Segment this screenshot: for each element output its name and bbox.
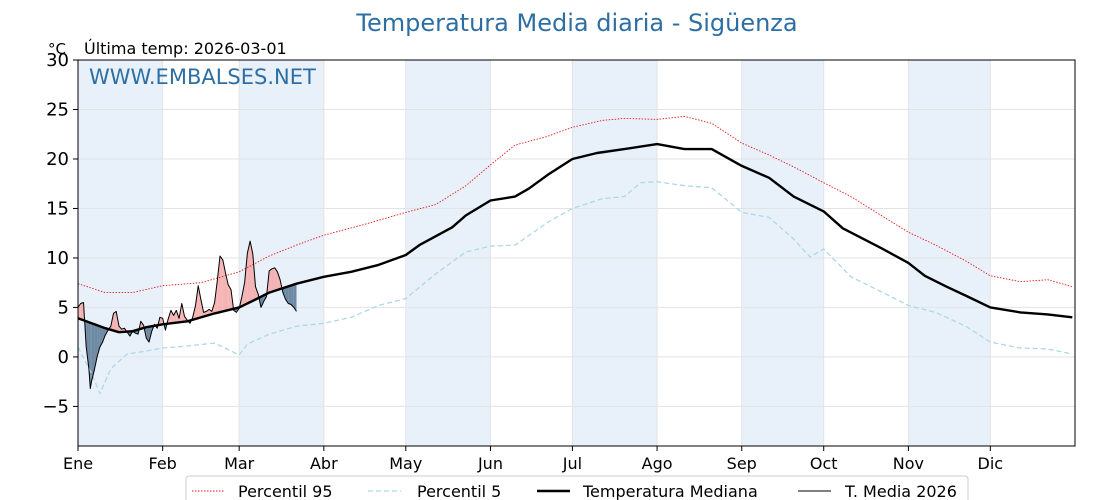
y-tick-label: 20 [46,149,69,170]
y-axis: −5 0 5 10 15 20 25 30 [42,50,78,417]
month-band [239,60,324,446]
fill-above-median [222,259,226,312]
series-line-2026 [77,240,297,390]
fill-above-median [118,326,122,333]
fill-above-median [269,268,272,293]
x-tick-label: Sep [727,454,757,473]
grid-lines [77,59,1075,446]
series-line-median [77,142,1073,334]
fill-above-median [277,271,281,290]
y-tick-label: −5 [42,396,69,417]
fill-below-median [90,322,92,389]
legend-label: T. Media 2026 [844,482,957,500]
x-tick-label: Oct [810,454,838,473]
series-line-p95 [77,115,1073,294]
month-band [908,60,991,446]
plot-background [78,60,991,446]
y-tick-label: 5 [58,297,69,318]
x-tick-label: Ene [63,454,93,473]
fill-below-median [285,286,289,304]
fill-above-median [78,303,81,320]
last-temp-label: Última temp: 2026-03-01 [84,39,287,58]
y-tick-label: 15 [46,198,69,219]
fill-below-median [99,326,103,348]
fill-above-median [250,241,253,303]
y-tick-label: 30 [46,50,69,71]
fill-above-median [198,285,201,319]
series-line-p5 [77,181,1073,395]
fill-below-median [261,295,264,308]
x-tick-label: Jun [477,454,503,473]
month-band [741,60,824,446]
y-tick-label: 0 [58,347,69,368]
month-band [572,60,658,446]
x-tick-label: Mar [224,454,255,473]
fill-above-median [159,317,163,325]
x-tick-label: Ago [642,454,673,473]
watermark: WWW.EMBALSES.NET [89,65,316,89]
legend-label: Temperatura Mediana [582,482,758,500]
fill-above-median [113,311,117,332]
series-lines [77,115,1073,395]
fill-above-median [271,267,275,292]
x-tick-label: Nov [893,454,924,473]
fill-above-median [228,284,231,311]
fill-above-median [217,255,221,313]
month-band [405,60,491,446]
fill-above-median [173,310,177,323]
x-tick-label: Dic [978,454,1004,473]
x-tick-label: Jul [562,454,582,473]
y-tick-label: 10 [46,248,69,269]
x-tick-label: Feb [149,454,177,473]
x-tick-label: May [389,454,422,473]
y-tick-label: 25 [46,99,69,120]
unit-label: °C [48,40,66,58]
x-tick-label: Abr [310,454,338,473]
legend-label: Percentil 95 [238,482,333,500]
fill-above-median [170,310,174,324]
fill-below-median [91,323,95,381]
fill-below-median [291,284,294,308]
fill-above-median [80,302,84,321]
fill-below-median [293,283,297,312]
fill-below-median [86,321,89,369]
fill-below-median [288,285,292,305]
fill-above-median [247,241,251,304]
month-band [78,60,163,446]
plot-frame [77,59,1076,447]
fill-above-median [220,255,223,313]
fill-below-median [102,327,106,343]
fill-above-median [274,267,278,291]
x-axis: Ene Feb Mar Abr May Jun Jul Ago Sep Oct Nov Dic [63,446,1003,473]
legend-box [185,475,969,500]
legend-label: Percentil 5 [417,482,501,500]
chart-title: Temperatura Media diaria - Sigüenza [355,9,797,37]
legend: Percentil 95 Percentil 5 Temperatura Media… [185,475,969,500]
